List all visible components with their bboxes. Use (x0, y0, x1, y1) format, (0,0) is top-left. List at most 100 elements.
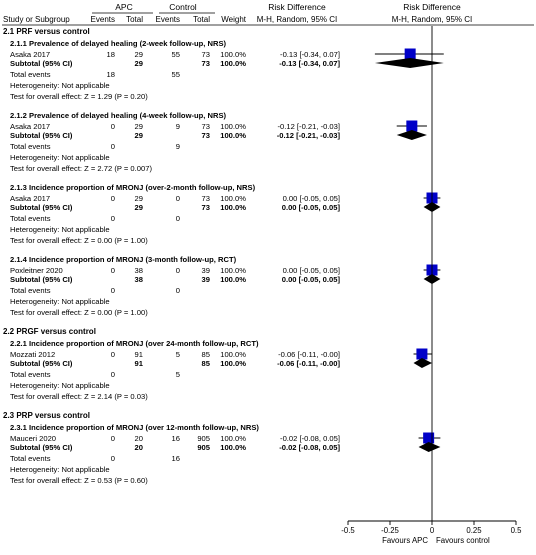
subtotal-weight: 100.0% (220, 443, 246, 452)
study-weight: 100.0% (220, 266, 246, 275)
study-marker (416, 348, 428, 360)
total-events-label: Total events (10, 214, 51, 223)
subtotal-label: Subtotal (95% CI) (10, 203, 73, 212)
control-header: Control (169, 2, 197, 12)
study-total-control: 905 (197, 434, 210, 443)
control-total-header: Total (193, 15, 210, 24)
plot-header-2: M-H, Random, 95% CI (392, 15, 472, 24)
apc-header: APC (115, 2, 132, 12)
subtotal-total-control: 73 (202, 203, 210, 212)
subtotal-total-control: 73 (202, 131, 210, 140)
subtotal-label: Subtotal (95% CI) (10, 443, 73, 452)
subtotal-weight: 100.0% (220, 59, 246, 68)
study-weight: 100.0% (220, 122, 246, 131)
study-total-control: 73 (202, 194, 210, 203)
subtotal-label: Subtotal (95% CI) (10, 359, 73, 368)
subtotal-total-control: 905 (197, 443, 210, 452)
total-events-label: Total events (10, 70, 51, 79)
subgroup-title: 2.1.3 Incidence proportion of MRONJ (ove… (10, 183, 256, 192)
subtotal-ci: -0.02 [-0.08, 0.05] (279, 443, 340, 452)
overall-effect: Test for overall effect: Z = 0.53 (P = 0… (10, 476, 148, 485)
axis-tick-label: -0.5 (341, 526, 355, 535)
study-ci: -0.06 [-0.11, -0.00] (278, 350, 340, 359)
overall-effect: Test for overall effect: Z = 2.14 (P = 0… (10, 392, 148, 401)
study-name: Asaka 2017 (10, 50, 50, 59)
subtotal-total-apc: 91 (135, 359, 144, 368)
study-weight: 100.0% (220, 434, 246, 443)
total-events-apc: 0 (111, 454, 115, 463)
subtotal-ci: -0.13 [-0.34, 0.07] (279, 59, 340, 68)
heterogeneity: Heterogeneity: Not applicable (10, 297, 110, 306)
total-events-apc: 0 (111, 370, 115, 379)
heterogeneity: Heterogeneity: Not applicable (10, 153, 110, 162)
total-events-apc: 0 (111, 142, 115, 151)
forest-rows: 2.1 PRF versus control 2.1.1 Prevalence o… (3, 26, 444, 521)
study-events-control: 55 (172, 50, 180, 59)
study-events-control: 9 (176, 122, 180, 131)
subtotal-weight: 100.0% (220, 131, 246, 140)
subtotal-total-apc: 29 (135, 59, 143, 68)
subtotal-weight: 100.0% (220, 275, 246, 284)
total-events-apc: 0 (111, 286, 115, 295)
overall-effect: Test for overall effect: Z = 0.00 (P = 1… (10, 236, 148, 245)
study-ci: 0.00 [-0.05, 0.05] (283, 266, 340, 275)
study-events-apc: 0 (111, 350, 115, 359)
overall-effect: Test for overall effect: Z = 1.29 (P = 0… (10, 92, 148, 101)
group-title: 2.3 PRP versus control (3, 411, 90, 420)
study-total-control: 39 (202, 266, 210, 275)
study-name: Asaka 2017 (10, 122, 50, 131)
subtotal-total-apc: 20 (135, 443, 143, 452)
subtotal-weight: 100.0% (220, 203, 246, 212)
study-total-apc: 29 (135, 194, 143, 203)
study-total-apc: 20 (135, 434, 143, 443)
apc-events-header: Events (91, 15, 115, 24)
total-events-control: 5 (176, 370, 180, 379)
study-total-apc: 38 (135, 266, 143, 275)
subtotal-total-control: 39 (202, 275, 210, 284)
study-weight: 100.0% (220, 194, 246, 203)
subtotal-ci: -0.12 [-0.21, -0.03] (277, 131, 341, 140)
subtotal-ci: -0.06 [-0.11, -0.00] (277, 359, 340, 368)
total-events-label: Total events (10, 142, 51, 151)
study-events-control: 16 (172, 434, 180, 443)
total-events-control: 9 (176, 142, 180, 151)
axis-tick-label: 0 (430, 526, 435, 535)
subgroup-title: 2.1.4 Incidence proportion of MRONJ (3-m… (10, 255, 237, 264)
plot-header-1: Risk Difference (403, 2, 461, 12)
study-weight: 100.0% (220, 350, 246, 359)
overall-effect: Test for overall effect: Z = 2.72 (P = 0… (10, 164, 152, 173)
axis-tick-label: 0.25 (466, 526, 482, 535)
study-marker (404, 48, 416, 60)
study-total-control: 85 (202, 350, 210, 359)
study-ci: -0.02 [-0.08, 0.05] (280, 434, 340, 443)
study-ci: -0.12 [-0.21, -0.03] (278, 122, 340, 131)
total-events-control: 16 (172, 454, 180, 463)
total-events-control: 55 (172, 70, 180, 79)
study-events-control: 0 (176, 194, 180, 203)
subtotal-total-control: 73 (202, 59, 210, 68)
subtotal-label: Subtotal (95% CI) (10, 131, 73, 140)
heterogeneity: Heterogeneity: Not applicable (10, 225, 110, 234)
effect-header-1: Risk Difference (268, 2, 326, 12)
total-events-label: Total events (10, 286, 51, 295)
total-events-apc: 18 (107, 70, 115, 79)
study-name: Poxleitner 2020 (10, 266, 63, 275)
study-events-apc: 0 (111, 122, 115, 131)
total-events-apc: 0 (111, 214, 115, 223)
study-events-apc: 18 (107, 50, 115, 59)
favours-right-label: Favours control (436, 536, 490, 545)
subtotal-diamond (374, 58, 444, 68)
control-events-header: Events (156, 15, 180, 24)
subtotal-diamond (418, 442, 441, 452)
heterogeneity: Heterogeneity: Not applicable (10, 381, 110, 390)
header: APC Control Risk Difference Risk Differe… (2, 2, 534, 26)
heterogeneity: Heterogeneity: Not applicable (10, 81, 110, 90)
study-name: Mauceri 2020 (10, 434, 56, 443)
study-total-apc: 29 (135, 50, 143, 59)
axis-tick-label: -0.25 (381, 526, 399, 535)
apc-total-header: Total (126, 15, 143, 24)
subtotal-weight: 100.0% (220, 359, 246, 368)
study-name: Asaka 2017 (10, 194, 50, 203)
study-weight: 100.0% (220, 50, 246, 59)
